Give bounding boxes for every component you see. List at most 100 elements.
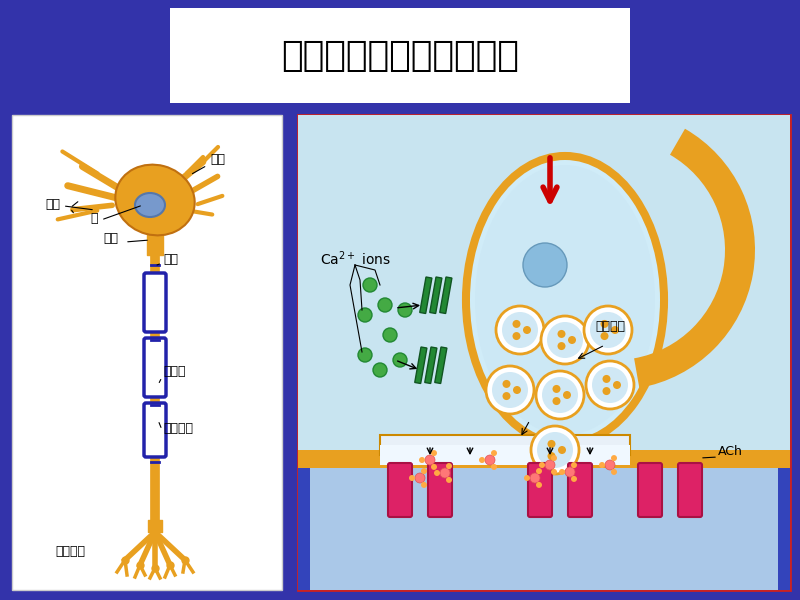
Circle shape	[571, 476, 577, 482]
Circle shape	[602, 387, 610, 395]
Circle shape	[584, 306, 632, 354]
Ellipse shape	[115, 164, 194, 235]
FancyBboxPatch shape	[298, 450, 790, 590]
Circle shape	[378, 298, 392, 312]
Bar	[425, 347, 437, 383]
Circle shape	[613, 381, 621, 389]
FancyBboxPatch shape	[144, 273, 166, 332]
Text: （一）、经典的突触传递: （一）、经典的突触传递	[281, 38, 519, 73]
Circle shape	[446, 477, 452, 483]
Bar	[298, 115, 790, 590]
Circle shape	[559, 469, 565, 475]
Bar	[430, 277, 442, 313]
Circle shape	[431, 464, 437, 470]
Circle shape	[537, 432, 573, 468]
Text: Ca$^{2+}$ ions: Ca$^{2+}$ ions	[320, 250, 391, 268]
Circle shape	[425, 455, 435, 465]
Text: 核: 核	[90, 212, 98, 225]
Circle shape	[419, 457, 425, 463]
FancyBboxPatch shape	[144, 338, 166, 397]
Text: 郎飞结: 郎飞结	[163, 365, 186, 378]
Circle shape	[536, 482, 542, 488]
Circle shape	[479, 457, 485, 463]
Circle shape	[551, 469, 557, 475]
Circle shape	[363, 278, 377, 292]
Circle shape	[358, 308, 372, 322]
Bar	[434, 347, 447, 383]
Circle shape	[536, 468, 542, 474]
Circle shape	[611, 469, 617, 475]
Circle shape	[558, 330, 566, 338]
Circle shape	[373, 363, 387, 377]
Circle shape	[393, 353, 407, 367]
Circle shape	[421, 482, 427, 488]
Circle shape	[440, 468, 450, 478]
Bar	[414, 347, 427, 383]
Text: 树突: 树突	[45, 198, 92, 211]
FancyBboxPatch shape	[310, 458, 778, 590]
Circle shape	[531, 426, 579, 474]
Bar	[420, 277, 432, 313]
Circle shape	[571, 462, 577, 468]
Circle shape	[530, 473, 540, 483]
Circle shape	[568, 336, 576, 344]
Bar	[12, 115, 282, 590]
Wedge shape	[634, 129, 755, 388]
Ellipse shape	[470, 160, 660, 440]
Text: 突触小体: 突触小体	[55, 545, 85, 558]
FancyBboxPatch shape	[428, 463, 452, 517]
Circle shape	[605, 460, 615, 470]
Circle shape	[553, 385, 561, 393]
Circle shape	[513, 320, 521, 328]
Circle shape	[398, 303, 412, 317]
Circle shape	[565, 467, 575, 477]
Circle shape	[486, 366, 534, 414]
Circle shape	[590, 312, 626, 348]
Circle shape	[415, 473, 425, 483]
Circle shape	[553, 397, 561, 405]
Ellipse shape	[135, 193, 165, 217]
Circle shape	[485, 455, 495, 465]
Circle shape	[421, 468, 427, 474]
Circle shape	[513, 386, 521, 394]
Circle shape	[536, 371, 584, 419]
Text: 胞体: 胞体	[193, 153, 225, 173]
FancyBboxPatch shape	[388, 463, 412, 517]
Text: 始段: 始段	[163, 253, 178, 266]
Ellipse shape	[475, 165, 655, 435]
Circle shape	[434, 470, 440, 476]
Circle shape	[491, 450, 497, 456]
Circle shape	[611, 326, 619, 334]
Circle shape	[592, 367, 628, 403]
FancyBboxPatch shape	[678, 463, 702, 517]
Circle shape	[502, 380, 510, 388]
Circle shape	[586, 361, 634, 409]
FancyBboxPatch shape	[170, 8, 630, 103]
Circle shape	[496, 306, 544, 354]
Circle shape	[547, 440, 555, 448]
Circle shape	[545, 460, 555, 470]
Circle shape	[502, 392, 510, 400]
Circle shape	[358, 348, 372, 362]
Circle shape	[539, 462, 545, 468]
Bar	[298, 115, 790, 590]
Bar	[380, 445, 630, 465]
Text: 突触囊泡: 突触囊泡	[595, 320, 625, 333]
Circle shape	[601, 332, 609, 340]
FancyBboxPatch shape	[568, 463, 592, 517]
Circle shape	[513, 332, 521, 340]
FancyBboxPatch shape	[638, 463, 662, 517]
Circle shape	[523, 243, 567, 287]
Circle shape	[601, 320, 609, 328]
Circle shape	[547, 322, 583, 358]
Circle shape	[558, 446, 566, 454]
Circle shape	[542, 377, 578, 413]
Text: 轴丘: 轴丘	[103, 232, 118, 245]
Circle shape	[599, 462, 605, 468]
Circle shape	[563, 391, 571, 399]
Circle shape	[547, 452, 555, 460]
Circle shape	[502, 312, 538, 348]
Bar	[298, 450, 790, 468]
Circle shape	[446, 463, 452, 469]
Circle shape	[409, 475, 415, 481]
